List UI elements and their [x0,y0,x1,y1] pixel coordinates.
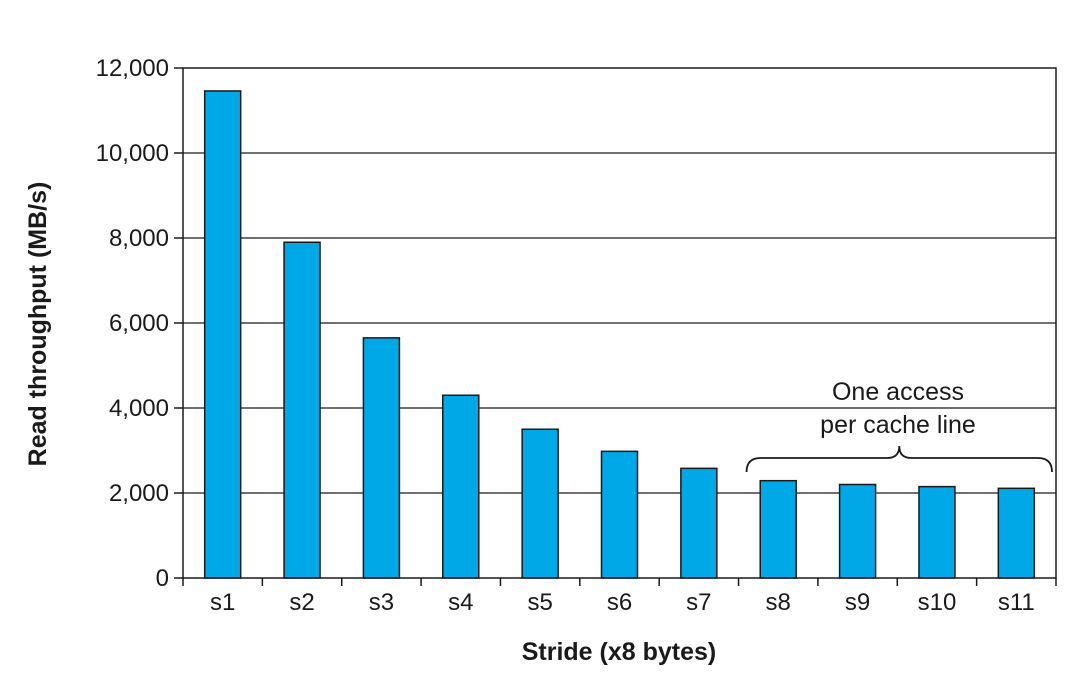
y-axis-title: Read throughput (MB/s) [24,182,52,467]
bar-s6 [600,450,639,579]
bars [203,90,1036,579]
y-axis-ticks: 0 2,000 4,000 6,000 8,000 10,000 12,000 [96,55,183,592]
bar-s5 [521,428,559,579]
bar-s1 [203,90,242,579]
bar-s9 [838,483,877,579]
grid-lines [183,152,1056,494]
x-axis-ticks: s1 s2 s3 s4 s5 s6 s7 s8 s9 s10 s11 [182,578,1057,616]
x-tick-label: s1 [210,589,235,616]
bar-s4 [442,394,480,579]
x-tick-label: s4 [448,589,473,616]
bar-s2 [283,241,321,579]
y-tick-label: 2,000 [109,480,169,507]
bar-s8 [759,479,797,579]
x-tick-label: s11 [998,589,1035,616]
annotation-line-2: per cache line [820,411,976,439]
y-tick-label: 8,000 [109,225,169,252]
x-tick-label: s10 [918,589,957,616]
x-tick-label: s8 [766,589,791,616]
y-tick-label: 0 [156,565,169,592]
x-axis-title: Stride (x8 bytes) [522,638,717,666]
y-tick-label: 10,000 [96,140,169,167]
bar-s3 [362,337,401,579]
annotation: One access per cache line [745,378,1053,473]
curly-brace [745,445,1053,473]
x-tick-label: s6 [607,589,632,616]
x-tick-label: s3 [369,589,394,616]
y-tick-label: 12,000 [96,55,169,82]
x-tick-label: s7 [686,589,711,616]
x-tick-label: s2 [289,589,314,616]
y-tick-label: 4,000 [109,395,169,422]
annotation-line-1: One access [832,378,964,406]
x-tick-label: s9 [845,589,870,616]
x-tick-label: s5 [527,589,552,616]
bar-s10 [918,485,956,579]
bar-s11 [997,487,1036,579]
y-tick-label: 6,000 [109,310,169,337]
bar-s7 [680,467,718,579]
